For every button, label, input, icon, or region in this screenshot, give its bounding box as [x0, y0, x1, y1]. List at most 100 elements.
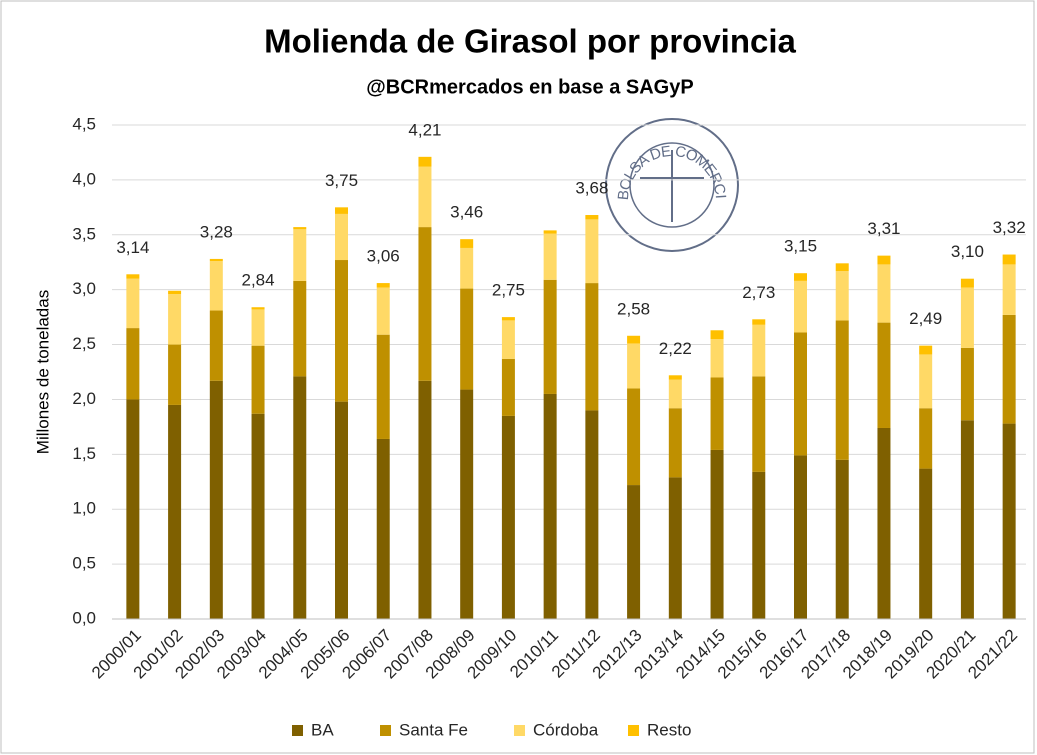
legend-label: Santa Fe: [399, 720, 468, 739]
bar-segment: [168, 294, 182, 345]
bar-segment: [794, 280, 807, 333]
bar-segment: [794, 332, 807, 456]
bar-segment: [460, 239, 474, 248]
total-label: 2,73: [742, 283, 775, 302]
bar-segment: [877, 322, 891, 428]
bar-segment: [501, 317, 515, 321]
y-tick-label: 1,0: [72, 499, 96, 518]
bar-segment: [668, 477, 682, 619]
bar-segment: [752, 319, 766, 325]
legend-label: Resto: [647, 720, 691, 739]
bar-segment: [251, 345, 265, 414]
bar-segment: [960, 347, 974, 421]
y-tick-label: 0,0: [72, 608, 96, 627]
total-label: 2,49: [909, 309, 942, 328]
bar-segment: [335, 213, 348, 261]
bar-segment: [668, 375, 682, 380]
bar-segment: [627, 343, 641, 389]
legend-swatch: [628, 725, 639, 736]
total-label: 2,84: [241, 271, 274, 290]
total-label: 3,46: [450, 203, 483, 222]
bar-segment: [668, 379, 682, 409]
bar-segment: [543, 230, 557, 234]
bar-segment: [460, 288, 474, 390]
bar-segment: [627, 485, 641, 619]
bar-segment: [251, 309, 265, 346]
y-tick-label: 3,0: [72, 279, 96, 298]
bar-segment: [919, 468, 933, 619]
bar-segment: [1002, 314, 1016, 424]
bar-segment: [710, 330, 724, 340]
bar-segment: [627, 388, 641, 486]
bar-segment: [335, 401, 348, 619]
total-label: 3,31: [867, 219, 900, 238]
bar-segment: [335, 260, 348, 402]
bar-segment: [418, 156, 432, 167]
total-label: 2,22: [659, 339, 692, 358]
bar-segment: [293, 376, 307, 619]
bar-segment: [877, 427, 891, 619]
total-label: 3,15: [784, 237, 817, 256]
legend-swatch: [292, 725, 303, 736]
bar-segment: [794, 273, 807, 281]
bar-segment: [1002, 264, 1016, 315]
bar-segment: [960, 278, 974, 288]
bar-segment: [585, 283, 599, 411]
bar-segment: [126, 274, 140, 279]
bar-segment: [501, 358, 515, 416]
bar-segment: [668, 408, 682, 478]
bar-segment: [585, 215, 599, 220]
bar-segment: [126, 399, 140, 619]
bar-segment: [835, 320, 849, 460]
bar-segment: [627, 335, 641, 344]
bar-segment: [418, 380, 432, 619]
bar-segment: [376, 334, 390, 439]
legend-label: BA: [311, 720, 334, 739]
bar-segment: [293, 227, 307, 230]
total-label: 3,06: [367, 247, 400, 266]
bar-segment: [126, 328, 140, 400]
legend-swatch: [380, 725, 391, 736]
bar-segment: [835, 459, 849, 619]
bar-segment: [835, 271, 849, 321]
legend-label: Córdoba: [533, 720, 599, 739]
bar-segment: [585, 219, 599, 284]
chart-subtitle: @BCRmercados en base a SAGyP: [366, 76, 693, 98]
bar-segment: [877, 255, 891, 265]
bar-segment: [293, 229, 307, 281]
bar-segment: [168, 344, 182, 405]
bar-segment: [501, 415, 515, 619]
bar-segment: [710, 377, 724, 450]
y-tick-label: 2,5: [72, 334, 96, 353]
bar-segment: [710, 339, 724, 378]
total-label: 3,75: [325, 171, 358, 190]
bar-segment: [919, 345, 933, 355]
legend-swatch: [514, 725, 525, 736]
bar-segment: [543, 393, 557, 619]
bar-segment: [209, 258, 223, 262]
bar-segment: [376, 287, 390, 335]
bar-segment: [460, 389, 474, 619]
bar-segment: [293, 280, 307, 377]
bar-segment: [126, 278, 140, 329]
total-label: 2,58: [617, 299, 650, 318]
bar-segment: [877, 264, 891, 323]
total-label: 3,32: [993, 218, 1026, 237]
total-label: 3,68: [575, 179, 608, 198]
total-label: 4,21: [408, 120, 441, 139]
bar-segment: [335, 207, 348, 214]
y-tick-label: 1,5: [72, 444, 96, 463]
bar-segment: [1002, 423, 1016, 619]
bar-segment: [501, 320, 515, 359]
bar-segment: [543, 279, 557, 394]
y-tick-label: 2,0: [72, 389, 96, 408]
bar-segment: [460, 247, 474, 289]
bar-segment: [418, 227, 432, 381]
bar-segment: [168, 404, 182, 619]
bar-segment: [835, 263, 849, 272]
bar-segment: [794, 455, 807, 619]
bar-segment: [251, 307, 265, 310]
bar-segment: [919, 408, 933, 469]
bar-segment: [168, 290, 182, 295]
